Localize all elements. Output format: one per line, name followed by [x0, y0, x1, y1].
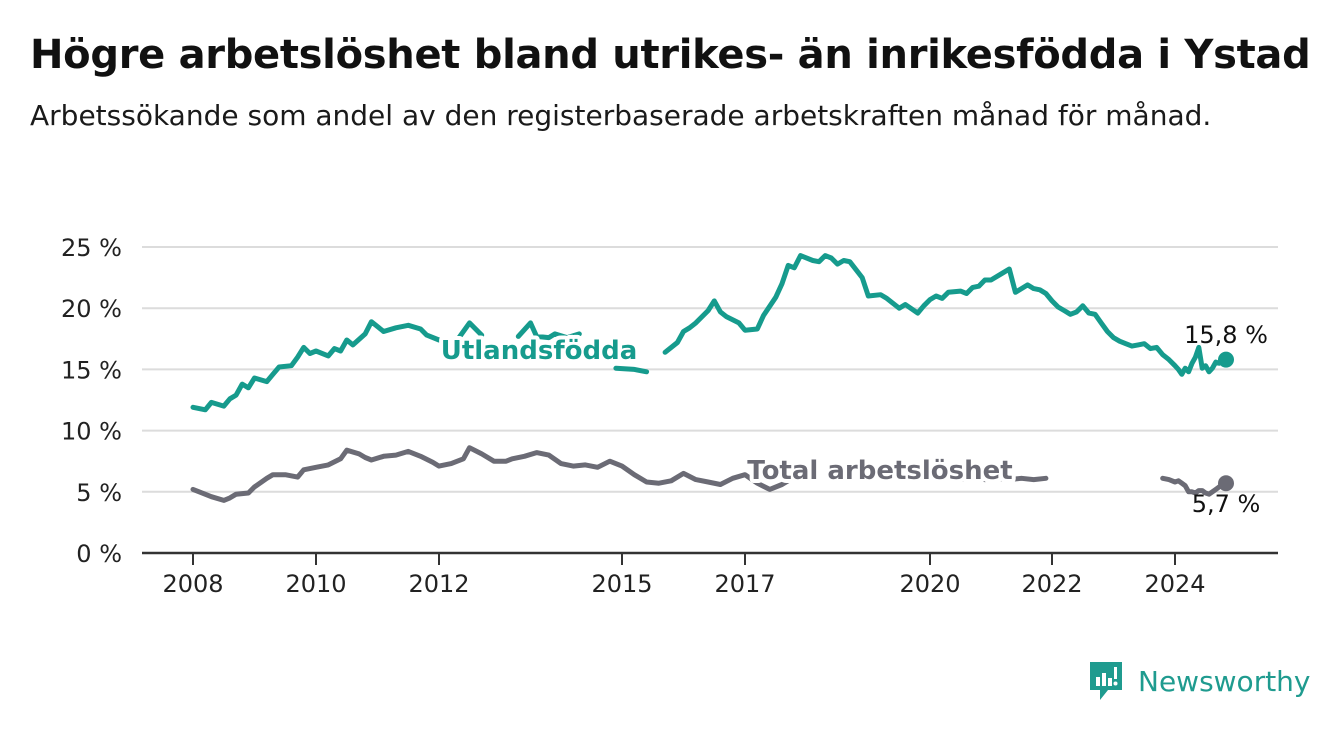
series-annotation-halo: Total arbetslöshet: [747, 456, 1012, 486]
brand-name: Newsworthy: [1138, 664, 1311, 698]
y-tick-label: 0 %: [76, 540, 122, 568]
bar-chart-speech-icon: [1090, 662, 1122, 700]
y-tick-label: 5 %: [76, 479, 122, 507]
series-line-0: [190, 253, 1229, 413]
end-value-label: 5,7 %: [1192, 490, 1261, 518]
series-annotation: Total arbetslöshet: [747, 456, 1012, 486]
y-tick-label: 15 %: [61, 356, 122, 384]
newsworthy-brand[interactable]: Newsworthy: [1088, 660, 1311, 702]
x-tick-label: 2015: [591, 570, 652, 598]
series-lines: [190, 253, 1234, 503]
series-end-dot-1: [1218, 475, 1234, 492]
gridlines: [142, 246, 1278, 493]
x-tick-label: 2008: [162, 570, 223, 598]
end-value-label: 15,8 %: [1184, 321, 1268, 349]
series-annotation: Utlandsfödda: [441, 336, 638, 366]
y-tick-label: 10 %: [61, 418, 122, 446]
axes: 0 % 5 % 10 % 15 % 20 % 25 % 2008 2010 2012 2015 20…: [61, 234, 1278, 598]
chart-labels: 15,8 %5,7 %UtlandsföddaUtlandsföddaTotal…: [437, 321, 1268, 518]
chart-subtitle: Arbetssökande som andel av den registerb…: [30, 99, 1212, 132]
x-tick-label: 2010: [285, 570, 346, 598]
x-tick-label: 2022: [1021, 570, 1082, 598]
x-tick-label: 2024: [1144, 570, 1205, 598]
y-tick-label: 20 %: [61, 295, 122, 323]
x-tick-label: 2017: [714, 570, 775, 598]
y-tick-label: 25 %: [61, 234, 122, 262]
x-tick-label: 2012: [408, 570, 469, 598]
chart-title: Högre arbetslöshet bland utrikes- än inr…: [30, 32, 1311, 78]
x-tick-label: 2020: [899, 570, 960, 598]
series-annotation-halo: Utlandsfödda: [441, 336, 638, 366]
series-end-dot-0: [1218, 351, 1234, 368]
